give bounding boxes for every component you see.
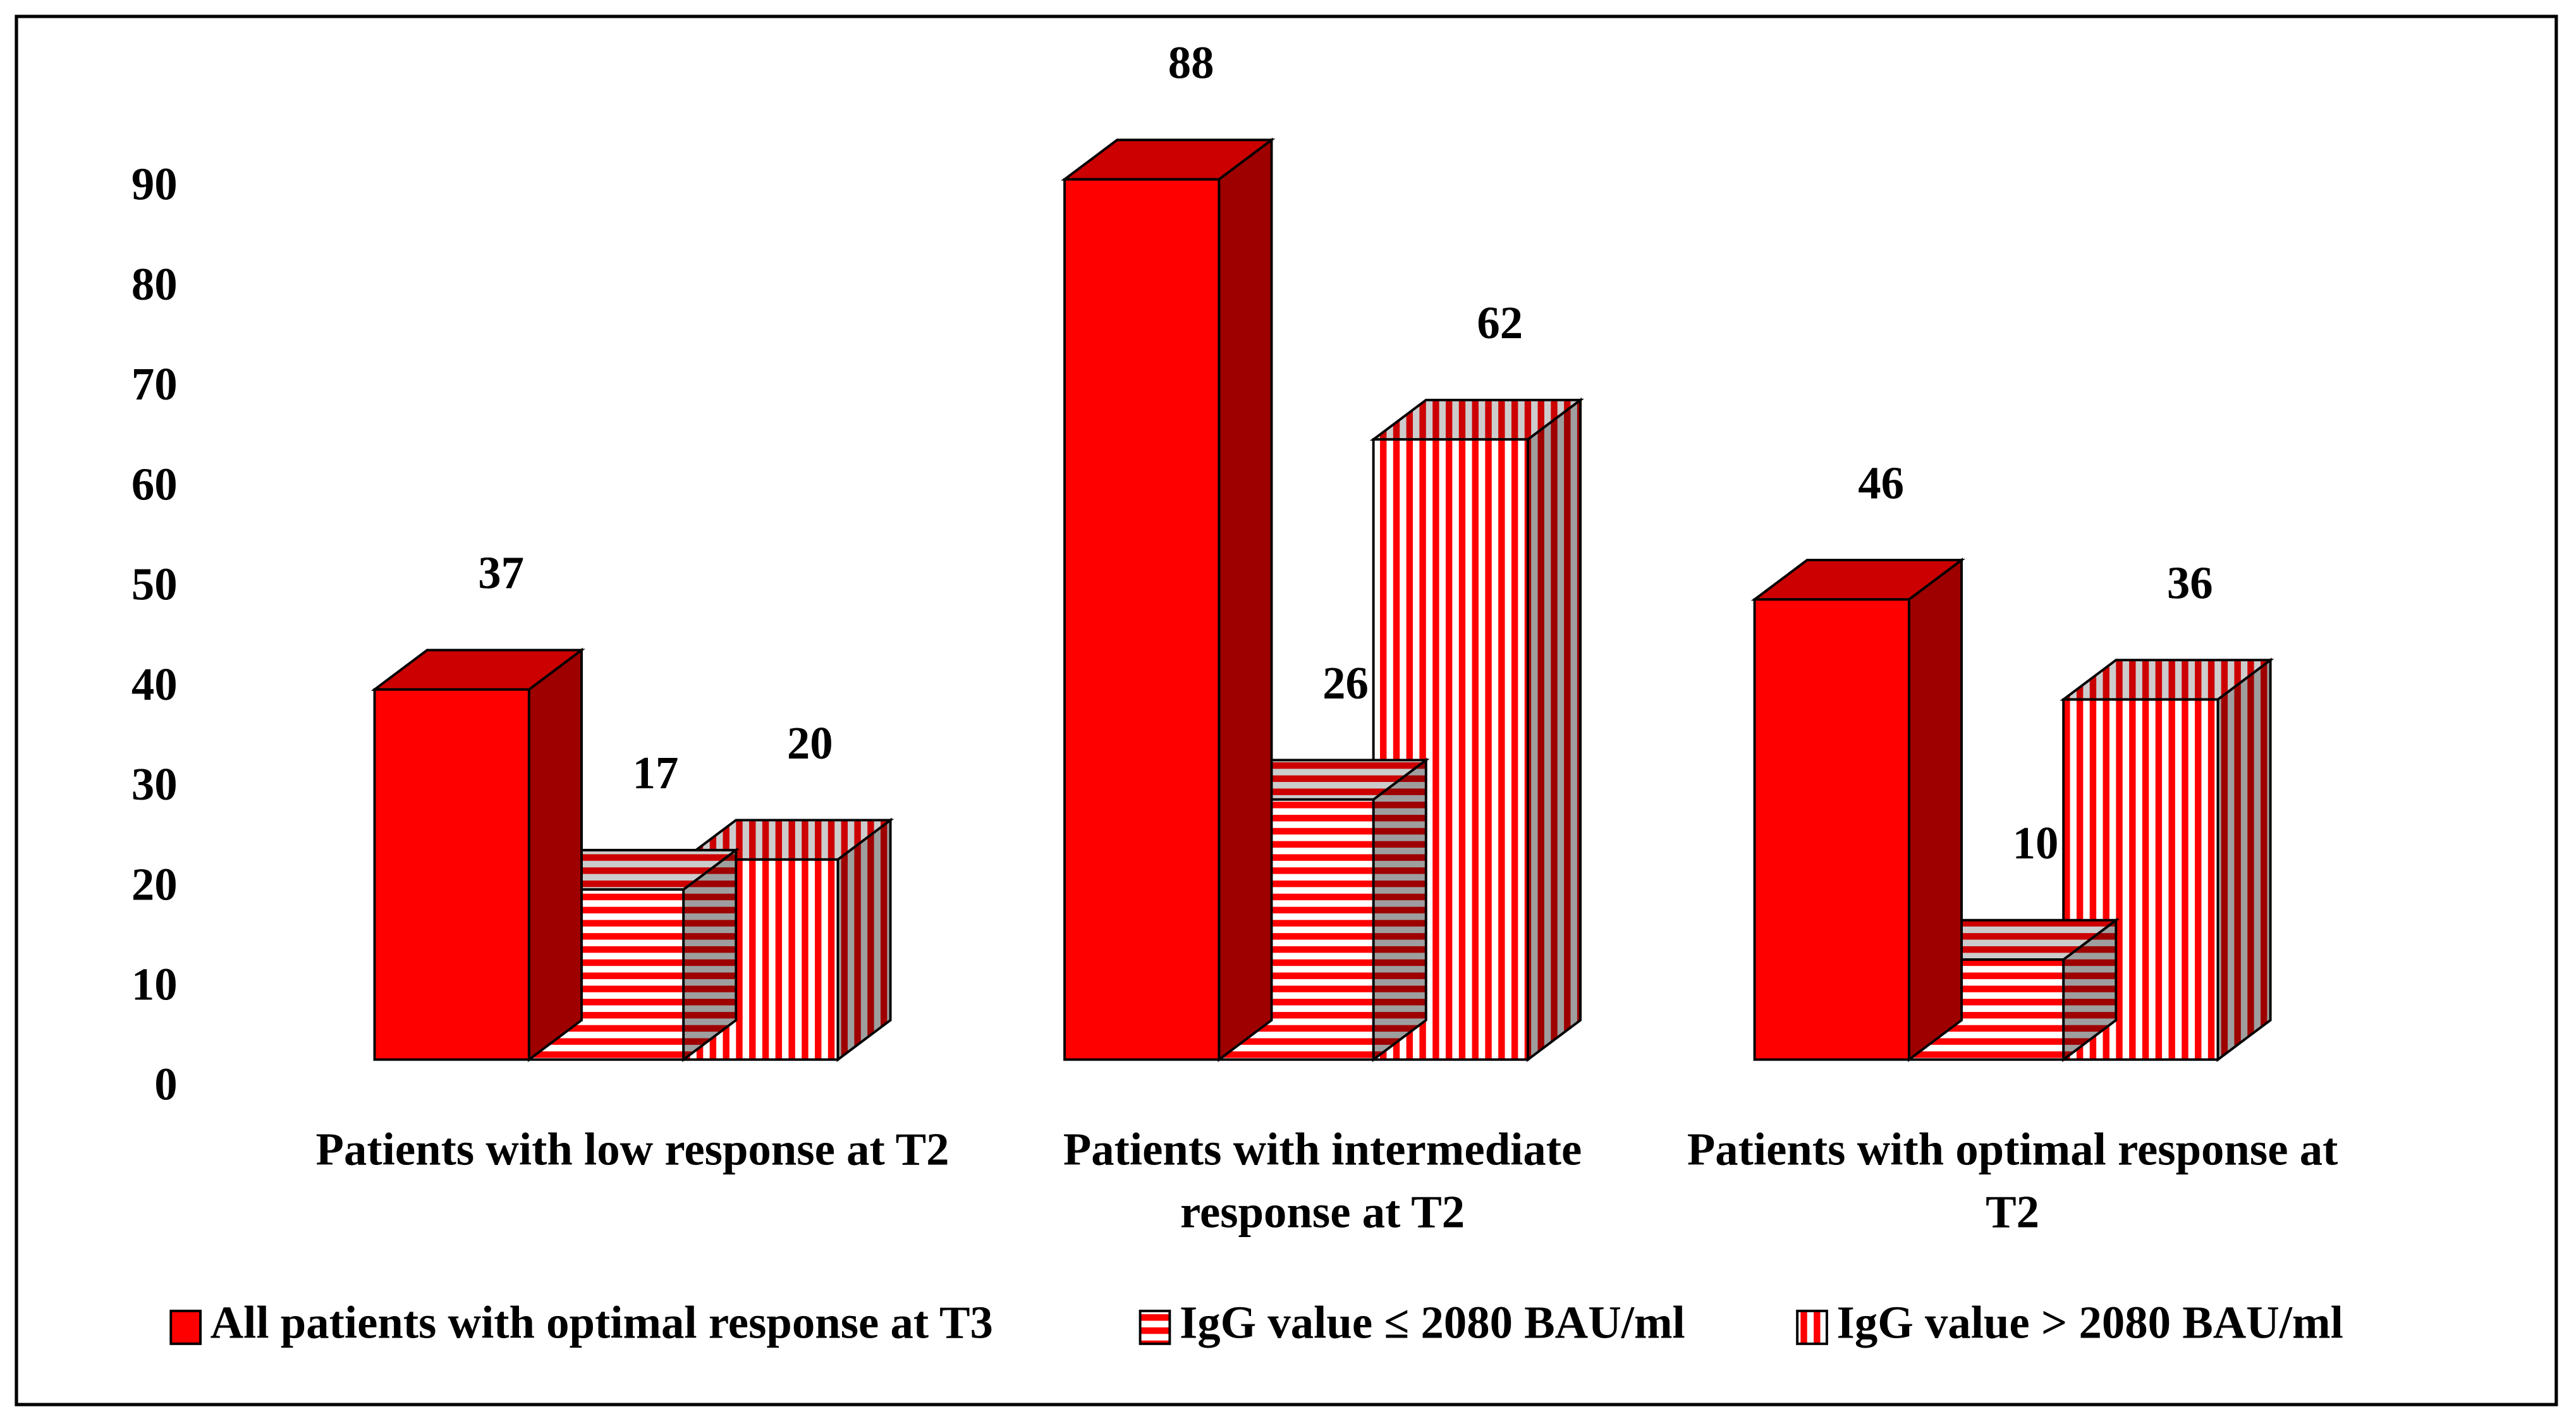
legend-label: IgG value > 2080 BAU/ml	[1837, 1297, 2343, 1348]
y-tick-label: 10	[131, 958, 178, 1009]
x-tick-label-box: Patients with intermediate response at T…	[1063, 1125, 1582, 1239]
x-tick-label-box: Patients with optimal response at T2	[1687, 1125, 2338, 1239]
y-tick-label: 90	[131, 159, 178, 210]
value-label: 62	[1477, 297, 1523, 348]
bar	[373, 688, 530, 1061]
legend-swatch	[169, 1309, 202, 1345]
bar-side	[527, 647, 583, 1063]
legend-label: IgG value ≤ 2080 BAU/ml	[1180, 1297, 1685, 1348]
bar-side	[836, 817, 892, 1063]
value-label: 10	[2013, 817, 2059, 869]
bar-side	[1526, 397, 1582, 1063]
value-label: 36	[2167, 558, 2213, 609]
y-tick-label: 70	[131, 358, 178, 410]
legend-label: All patients with optimal response at T3	[211, 1297, 993, 1348]
legend: All patients with optimal response at T3…	[169, 1297, 2343, 1348]
bar-side	[1372, 757, 1427, 1063]
bar-side	[2216, 657, 2272, 1063]
value-label: 88	[1168, 37, 1214, 88]
bar-3d	[370, 647, 585, 1063]
legend-swatch	[1138, 1309, 1171, 1345]
value-label: 46	[1858, 457, 1904, 508]
y-tick-label: 40	[131, 659, 178, 710]
bar	[1063, 178, 1221, 1061]
y-tick-label: 20	[131, 858, 178, 910]
value-label: 37	[478, 547, 524, 599]
x-tick-label: Patients with low response at T2	[315, 1125, 949, 1176]
bar-side	[1218, 137, 1273, 1063]
bar-3d	[1750, 558, 1965, 1063]
bar-3d	[1061, 137, 1276, 1063]
value-label: 26	[1322, 657, 1369, 709]
y-tick-label: 60	[131, 458, 178, 509]
legend-swatch	[1796, 1309, 1828, 1345]
x-tick-label-box: Patients with low response at T2	[315, 1125, 949, 1176]
y-tick-label: 30	[131, 759, 178, 810]
value-label: 20	[787, 717, 833, 769]
y-tick-label: 50	[131, 559, 178, 610]
x-tick-label: Patients with intermediate response at T…	[1063, 1125, 1582, 1239]
value-label: 17	[633, 747, 679, 798]
bar	[1753, 598, 1910, 1061]
y-tick-label: 80	[131, 259, 178, 310]
bar-side	[1907, 558, 1963, 1063]
y-tick-label: 0	[154, 1059, 177, 1110]
x-tick-label: Patients with optimal response at T2	[1687, 1125, 2338, 1239]
